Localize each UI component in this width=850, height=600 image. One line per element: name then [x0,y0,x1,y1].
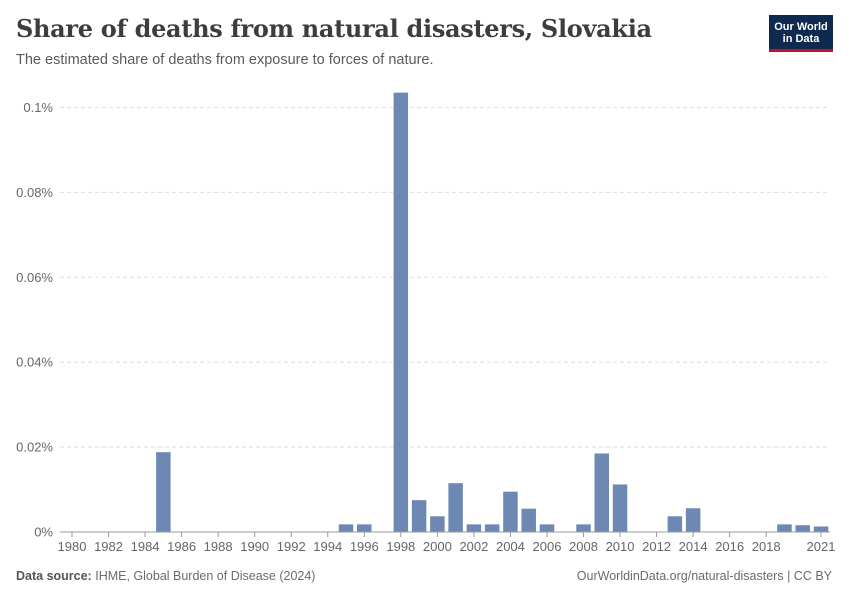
logo-line-1: Our World [774,21,828,33]
bar-2014[interactable] [685,508,701,532]
chart-subtitle: The estimated share of deaths from expos… [16,52,434,68]
bars [156,92,829,532]
bar-1998[interactable] [393,92,409,532]
bar-1995[interactable] [338,524,354,532]
bar-2020[interactable] [795,525,810,532]
footer-url[interactable]: OurWorldinData.org/natural-disasters | C… [576,569,832,583]
bar-1996[interactable] [357,524,372,532]
x-tick-label: 2008 [569,539,598,554]
bar-2021[interactable] [813,526,829,532]
y-axis-labels: 0% 0.02% 0.04% 0.06% 0.08% 0.1% [16,100,53,540]
x-tick-label: 2004 [496,539,525,554]
bar-2000[interactable] [430,516,445,532]
data-source: Data source: IHME, Global Burden of Dise… [16,569,315,583]
bar-2004[interactable] [503,491,518,532]
bar-2008[interactable] [576,524,591,532]
bar-2005[interactable] [521,508,536,532]
x-tick-label: 1998 [386,539,415,554]
bar-2013[interactable] [667,516,683,532]
x-tick-label: 2006 [533,539,562,554]
bar-2002[interactable] [466,524,482,532]
bar-2019[interactable] [777,524,792,532]
logo-line-2: in Data [782,33,820,45]
y-tick-label: 0.04% [16,355,53,370]
x-tick-label: 2002 [459,539,488,554]
x-tick-label: 2018 [752,539,781,554]
x-tick-label: 2000 [423,539,452,554]
y-tick-label: 0.1% [23,100,53,115]
x-tick-label: 2010 [606,539,635,554]
y-tick-label: 0% [34,525,53,540]
x-axis: 1980 1982 1984 1986 1988 1990 1992 1994 1996 1998… [58,531,836,554]
bar-1999[interactable] [411,500,427,532]
grid-lines [60,107,830,448]
x-tick-label: 1994 [313,539,342,554]
owid-logo[interactable]: Our World in Data [769,15,833,52]
x-tick-label: 2016 [715,539,744,554]
x-tick-label: 1984 [131,539,160,554]
x-tick-label: 1980 [58,539,87,554]
bar-1985[interactable] [156,452,171,532]
y-tick-label: 0.08% [16,185,53,200]
data-source-label: Data source: [16,569,92,583]
x-tick-label: 1982 [94,539,123,554]
x-tick-label: 1986 [167,539,196,554]
x-tick-label: 2012 [642,539,671,554]
bar-2010[interactable] [612,484,628,532]
bar-2009[interactable] [594,453,610,532]
data-source-text: IHME, Global Burden of Disease (2024) [95,569,316,583]
bar-2003[interactable] [484,524,500,532]
x-tick-label: 2021 [807,539,836,554]
x-tick-label: 2014 [679,539,708,554]
x-tick-label: 1996 [350,539,379,554]
y-tick-label: 0.02% [16,440,53,455]
y-tick-label: 0.06% [16,270,53,285]
bar-2001[interactable] [448,483,463,532]
x-tick-label: 1990 [240,539,269,554]
bar-2006[interactable] [539,524,555,532]
x-tick-label: 1992 [277,539,306,554]
x-tick-label: 1988 [204,539,233,554]
chart-title: Share of deaths from natural disasters, … [16,14,652,43]
